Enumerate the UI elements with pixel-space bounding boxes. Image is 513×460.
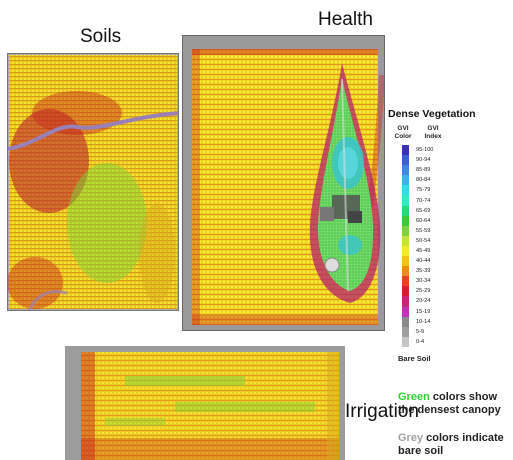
legend-row: 15-19	[402, 306, 513, 317]
legend-range-label: 50-54	[416, 237, 431, 244]
legend-row: 5-9	[402, 326, 513, 337]
legend-row: 70-74	[402, 195, 513, 206]
legend-swatch	[402, 195, 409, 206]
legend-rows: 95-100 90-94 85-89 80-84 75-79 70-74 65-69 60-6…	[402, 145, 513, 347]
legend-range-label: 55-59	[416, 227, 431, 234]
grey-note: Grey colors indicate bare soil	[398, 432, 513, 458]
legend-swatch	[402, 306, 409, 317]
legend-range-label: 30-34	[416, 278, 431, 285]
legend-range-label: 40-44	[416, 258, 431, 265]
legend-range-label: 10-14	[416, 318, 431, 325]
legend-range-label: 80-84	[416, 177, 431, 184]
irrigation-field-image	[65, 346, 345, 460]
legend-range-label: 25-29	[416, 288, 431, 295]
legend-swatch	[402, 165, 409, 176]
legend-swatch	[402, 205, 409, 216]
legend-header: GVI Color GVI Index	[392, 125, 513, 141]
legend-color-header-line1: GVI	[397, 125, 409, 132]
legend-range-label: 20-24	[416, 298, 431, 305]
legend-swatch	[402, 326, 409, 337]
legend-row: 50-54	[402, 235, 513, 246]
legend-range-label: 45-49	[416, 247, 431, 254]
legend-range-label: 70-74	[416, 197, 431, 204]
legend-range-label: 90-94	[416, 157, 431, 164]
legend-color-header-line2: Color	[394, 133, 412, 140]
grey-note-rest-1: colors indicate	[423, 432, 504, 444]
soils-field-image	[7, 53, 179, 311]
legend-row: 90-94	[402, 155, 513, 166]
legend-row: 35-39	[402, 266, 513, 277]
legend-row: 25-29	[402, 286, 513, 297]
legend-row: 80-84	[402, 175, 513, 186]
grey-note-rest-2: bare soil	[398, 445, 444, 457]
legend-row: 0-4	[402, 336, 513, 347]
legend-swatch	[402, 235, 409, 246]
legend-row: 20-24	[402, 296, 513, 307]
legend-swatch	[402, 155, 409, 166]
green-note-rest-2: the densest canopy	[398, 404, 501, 416]
health-field-image	[182, 35, 385, 331]
legend-row: 85-89	[402, 165, 513, 176]
legend-index-header-line1: GVI	[427, 125, 439, 132]
legend-swatch	[402, 316, 409, 327]
legend-row: 65-69	[402, 205, 513, 216]
irrigation-title: Irrigation	[345, 401, 419, 422]
grey-note-word: Grey	[398, 432, 424, 444]
legend-range-label: 95-100	[416, 147, 434, 154]
legend-swatch	[402, 266, 409, 277]
legend-swatch	[402, 276, 409, 287]
legend-index-header-line2: Index	[424, 133, 442, 140]
legend-row: 95-100	[402, 145, 513, 156]
legend-title: Dense Vegetation	[388, 108, 476, 120]
legend-row: 55-59	[402, 225, 513, 236]
legend-row: 75-79	[402, 185, 513, 196]
legend-range-label: 75-79	[416, 187, 431, 194]
gvi-legend: Dense Vegetation GVI Color GVI Index 95-…	[388, 108, 513, 363]
legend-swatch	[402, 225, 409, 236]
legend-range-label: 65-69	[416, 207, 431, 214]
legend-row: 60-64	[402, 215, 513, 226]
legend-row: 40-44	[402, 256, 513, 267]
legend-swatch	[402, 215, 409, 226]
legend-swatch	[402, 336, 409, 347]
legend-swatch	[402, 286, 409, 297]
legend-color-header: GVI Color	[392, 125, 414, 141]
legend-range-label: 60-64	[416, 217, 431, 224]
legend-range-label: 35-39	[416, 268, 431, 275]
legend-row: 10-14	[402, 316, 513, 327]
soils-title: Soils	[80, 26, 122, 47]
legend-swatch	[402, 245, 409, 257]
legend-swatch	[402, 145, 409, 156]
legend-index-header: GVI Index	[422, 125, 444, 141]
green-note-word: Green	[398, 391, 430, 403]
legend-row: 30-34	[402, 276, 513, 287]
legend-bare-soil-label: Bare Soil	[398, 353, 431, 363]
legend-swatch	[402, 175, 409, 186]
legend-range-label: 85-89	[416, 167, 431, 174]
legend-range-label: 0-4	[416, 338, 425, 345]
green-note: Green colors show the densest canopy	[398, 391, 513, 417]
legend-range-label: 15-19	[416, 308, 431, 315]
legend-row: 45-49	[402, 245, 513, 257]
legend-swatch	[402, 256, 409, 267]
green-note-rest-1: colors show	[429, 391, 498, 403]
legend-swatch	[402, 185, 409, 196]
health-title: Health	[318, 9, 373, 30]
legend-range-label: 5-9	[416, 328, 425, 335]
legend-swatch	[402, 296, 409, 307]
